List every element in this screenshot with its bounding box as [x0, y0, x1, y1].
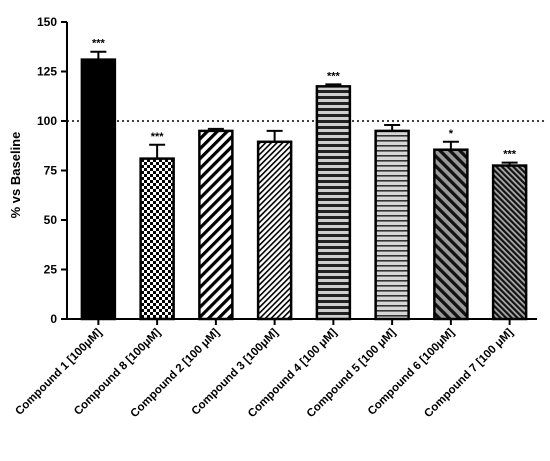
significance-label: *	[449, 128, 454, 140]
significance-label: ***	[151, 131, 165, 143]
bar-6	[374, 129, 410, 321]
y-tick-label: 125	[37, 65, 57, 79]
bar-5	[315, 85, 352, 321]
y-tick-label: 100	[37, 114, 57, 128]
y-tick-label: 0	[50, 312, 57, 326]
significance-label: ***	[92, 38, 106, 50]
y-axis-title: % vs Baseline	[8, 132, 23, 219]
bar-1	[80, 58, 117, 321]
bar-3	[198, 129, 234, 321]
significance-label: ***	[503, 149, 517, 161]
bar-7	[433, 148, 469, 321]
bar-8	[491, 164, 528, 321]
y-tick-label: 25	[44, 263, 58, 277]
x-axis: Compound 1 [100μM]Compound 8 [100μM]Comp…	[13, 318, 537, 420]
y-tick-label: 50	[44, 213, 58, 227]
bar-2	[139, 157, 175, 321]
bar-4	[256, 140, 293, 321]
y-tick-label: 150	[37, 15, 57, 29]
y-tick-label: 75	[44, 164, 58, 178]
significance-label: ***	[327, 70, 341, 82]
y-axis: 0 25 50 75 100 125 150	[37, 15, 68, 326]
bars-group: *************	[80, 38, 528, 321]
